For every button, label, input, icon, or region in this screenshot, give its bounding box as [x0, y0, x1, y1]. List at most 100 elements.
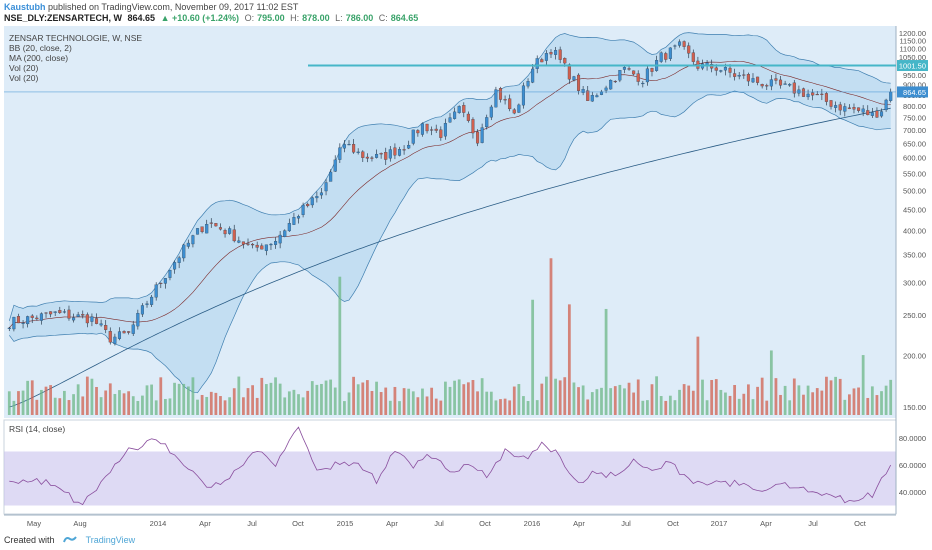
volume-bar [673, 400, 677, 415]
candle-body [173, 262, 177, 270]
volume-bar [480, 378, 484, 415]
volume-bar [26, 380, 30, 415]
legend-bb[interactable]: BB (20, close, 2) [9, 43, 72, 53]
candle-body [829, 100, 833, 107]
x-tick-label: Aug [73, 519, 86, 528]
candle-body [159, 282, 163, 285]
volume-bar [756, 386, 759, 415]
volume-bar [503, 398, 507, 415]
volume-bar [310, 381, 314, 415]
candle-body [397, 149, 402, 156]
candle-body [324, 182, 328, 192]
candle-body [44, 312, 48, 314]
candle-body [815, 94, 819, 96]
candle-body [287, 223, 291, 232]
volume-bar [476, 391, 479, 415]
last-price-label: 864.65 [903, 88, 926, 97]
candle-body [544, 53, 548, 61]
candle-body [760, 84, 764, 87]
rsi-legend[interactable]: RSI (14, close) [9, 424, 66, 434]
candle-body [333, 159, 337, 172]
volume-bar [811, 392, 815, 415]
price-tick-label: 150.00 [903, 403, 926, 412]
candle-body [113, 336, 117, 344]
volume-bar [182, 383, 186, 415]
volume-bar [122, 393, 126, 415]
volume-bar [462, 384, 466, 415]
volume-bar [466, 382, 470, 415]
volume-bar [95, 386, 98, 415]
volume-bar [292, 389, 296, 415]
candle-body [315, 196, 319, 199]
volume-bar [425, 396, 429, 415]
volume-bar [62, 390, 66, 415]
candle-body [682, 41, 686, 47]
candle-body [177, 257, 181, 263]
volume-bar [563, 377, 567, 415]
volume-bar [577, 387, 580, 415]
volume-bar [40, 389, 43, 415]
candle-body [476, 131, 480, 144]
rsi-line [9, 426, 892, 506]
author-link[interactable]: Kaustubh [4, 2, 46, 12]
candle-body [237, 240, 241, 243]
price-tick-label: 300.00 [903, 278, 926, 287]
price-tick-label: 750.00 [903, 114, 926, 123]
volume-bar [880, 391, 883, 415]
volume-bar [668, 395, 672, 415]
candle-body [411, 129, 415, 144]
volume-bar [205, 396, 209, 415]
rsi-tick-label: 80.0000 [899, 434, 926, 443]
legend-vol-2[interactable]: Vol (20) [9, 73, 39, 83]
legend-ma[interactable]: MA (200, close) [9, 53, 69, 63]
volume-bar [398, 401, 401, 415]
volume-bar [58, 398, 62, 415]
volume-bar [600, 387, 603, 415]
candle-body [53, 311, 57, 313]
volume-bar [81, 396, 85, 415]
candle-body [884, 99, 888, 111]
volume-bar [411, 391, 415, 415]
volume-bar [581, 385, 585, 415]
candle-body [420, 123, 424, 135]
legend-vol-1[interactable]: Vol (20) [9, 63, 39, 73]
candle-body [241, 241, 245, 245]
volume-bar [802, 394, 805, 415]
volume-bar [627, 382, 631, 415]
candle-body [306, 203, 310, 207]
volume-bar [356, 384, 360, 415]
x-tick-label: May [27, 519, 41, 528]
moving-average-200 [9, 107, 891, 408]
candle-body [94, 318, 99, 324]
volume-bar [737, 398, 741, 415]
candle-body [535, 58, 539, 69]
candle-body [563, 58, 567, 64]
candle-body [16, 316, 21, 324]
candle-body [269, 243, 273, 246]
volume-bar [609, 388, 613, 415]
candle-body [820, 93, 824, 95]
volume-bar [751, 399, 755, 415]
candle-body [466, 113, 470, 121]
volume-bar [471, 380, 475, 415]
candle-body [62, 311, 66, 313]
candle-body [769, 79, 773, 87]
volume-bar [159, 377, 163, 415]
volume-bar [196, 399, 199, 415]
price-tick-label: 900.00 [903, 81, 926, 90]
candle-body [664, 53, 668, 60]
volume-bar [255, 397, 259, 415]
x-tick-label: Jul [247, 519, 257, 528]
candle-body [296, 216, 301, 219]
volume-bar [857, 387, 860, 415]
candle-body [590, 95, 594, 102]
candle-body [264, 244, 268, 251]
volume-bar [448, 386, 452, 415]
candle-body [136, 312, 140, 327]
volume-bar [168, 398, 172, 415]
tradingview-brand[interactable]: TradingView [85, 535, 136, 545]
candle-body [388, 149, 392, 159]
candle-body [650, 68, 654, 72]
candle-body [742, 74, 746, 76]
